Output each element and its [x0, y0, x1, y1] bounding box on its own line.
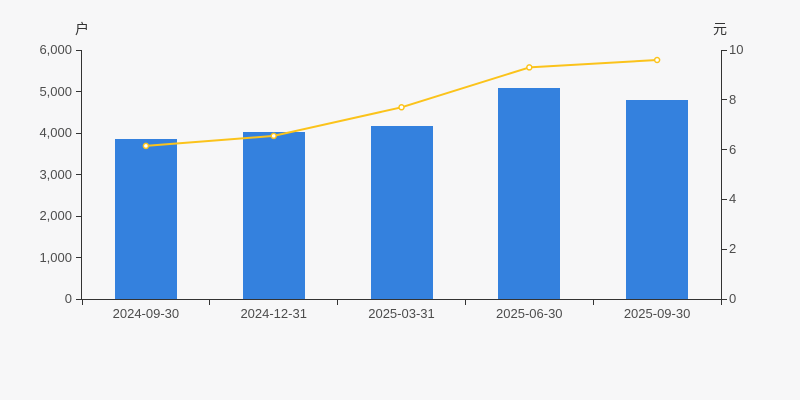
bar[interactable] [242, 132, 305, 299]
left-axis-tick-label: 0 [64, 291, 72, 306]
left-axis-unit-label: 户 [75, 21, 89, 37]
x-axis-tick [464, 300, 466, 305]
right-axis-tick [722, 298, 727, 300]
right-axis-tick-label: 4 [729, 191, 737, 207]
line-point-marker[interactable] [526, 64, 533, 71]
right-axis-unit-label: 元 [713, 21, 727, 37]
bar[interactable] [114, 139, 177, 299]
bar[interactable] [370, 125, 433, 299]
x-axis-tick [720, 300, 722, 305]
right-axis-tick [722, 49, 727, 51]
right-axis-tick-label: 8 [729, 91, 737, 107]
x-axis-tick [81, 300, 83, 305]
x-axis-label: 2024-09-30 [112, 306, 180, 321]
bar[interactable] [498, 88, 561, 299]
line-point-marker[interactable] [398, 104, 405, 111]
left-axis-tick [76, 49, 81, 51]
left-axis-tick-label: 5,000 [39, 83, 72, 99]
right-axis-tick [722, 149, 727, 151]
right-axis-tick [722, 198, 727, 200]
right-axis-tick-label: 6 [729, 141, 737, 157]
right-axis-tick-label: 10 [729, 42, 744, 57]
right-axis-tick [722, 248, 727, 250]
left-axis-tick-label: 1,000 [39, 249, 72, 265]
right-axis-tick-label: 2 [729, 241, 737, 257]
y-axis-left-line [81, 50, 82, 300]
x-axis-label: 2025-09-30 [623, 306, 691, 321]
x-axis-tick [337, 300, 339, 305]
x-axis-label: 2024-12-31 [240, 306, 307, 321]
x-axis-label: 2025-06-30 [496, 306, 563, 321]
right-axis-tick [722, 99, 727, 101]
left-axis-tick-label: 4,000 [39, 125, 72, 140]
left-axis-tick [76, 257, 81, 258]
bar[interactable] [626, 99, 689, 299]
x-axis-line [81, 299, 722, 300]
line-point-marker[interactable] [653, 56, 661, 64]
left-axis-tick-label: 2,000 [39, 208, 72, 223]
right-axis-tick-label: 0 [729, 291, 737, 306]
left-axis-tick [76, 91, 81, 92]
left-axis-tick [76, 298, 81, 300]
left-axis-tick [76, 174, 81, 175]
left-axis-tick-label: 3,000 [39, 166, 72, 182]
left-axis-tick [76, 215, 81, 217]
x-axis-tick [209, 300, 211, 305]
left-axis-tick-label: 6,000 [39, 42, 72, 57]
x-axis-label: 2025-03-31 [368, 306, 435, 321]
left-axis-tick [76, 132, 81, 134]
y-axis-right-line [721, 50, 722, 300]
x-axis-tick [592, 300, 594, 305]
